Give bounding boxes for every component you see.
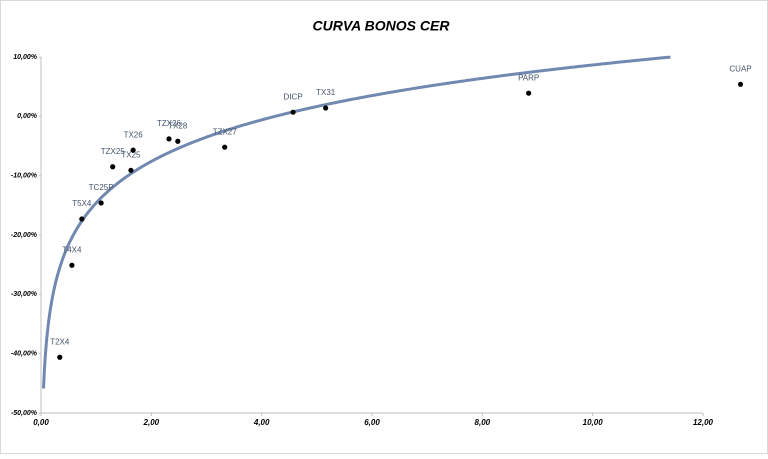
chart-title: CURVA BONOS CER (313, 18, 451, 34)
point-label: T4X4 (62, 245, 82, 254)
y-tick-label: -50,00% (11, 410, 38, 417)
y-tick-label: -30,00% (11, 291, 38, 298)
point (323, 105, 329, 111)
point (69, 262, 75, 268)
point-label: TX26 (124, 130, 144, 139)
x-tick-label: 8,00 (475, 418, 491, 427)
point-label: DICP (284, 92, 303, 101)
point (175, 138, 181, 144)
point-label: PARP (518, 73, 539, 82)
point (57, 354, 63, 360)
y-tick-label: -40,00% (11, 351, 38, 358)
point (98, 200, 104, 206)
x-tick-label: 10,00 (583, 418, 604, 427)
y-tick-label: 10,00% (13, 54, 38, 61)
point (130, 147, 136, 153)
point-label: CUAP (729, 64, 751, 73)
y-tick-label: 0,00% (17, 113, 38, 120)
point (128, 167, 134, 173)
point (290, 109, 296, 115)
point (79, 216, 85, 222)
point (526, 90, 532, 96)
point-label: TZX26 (157, 119, 182, 128)
point (166, 136, 172, 142)
y-tick-label: -10,00% (11, 173, 38, 180)
x-tick-label: 12,00 (693, 418, 714, 427)
point-label: TC25P (89, 183, 114, 192)
point-label: TX31 (316, 88, 336, 97)
x-tick-label: 2,00 (143, 418, 160, 427)
x-tick-label: 0,00 (33, 418, 49, 427)
point-label: TZX25 (101, 147, 126, 156)
point-label: TZX27 (213, 127, 238, 136)
point-label: T5X4 (72, 199, 92, 208)
x-tick-label: 4,00 (253, 418, 270, 427)
trendline (42, 55, 671, 389)
x-tick-label: 6,00 (364, 418, 380, 427)
point-label: TX25 (121, 150, 141, 159)
point (737, 81, 744, 87)
y-tick-label: -20,00% (11, 232, 38, 239)
point (222, 144, 228, 150)
point-label: TX28 (168, 121, 188, 130)
point (110, 164, 116, 170)
point-label: T2X4 (50, 337, 70, 346)
